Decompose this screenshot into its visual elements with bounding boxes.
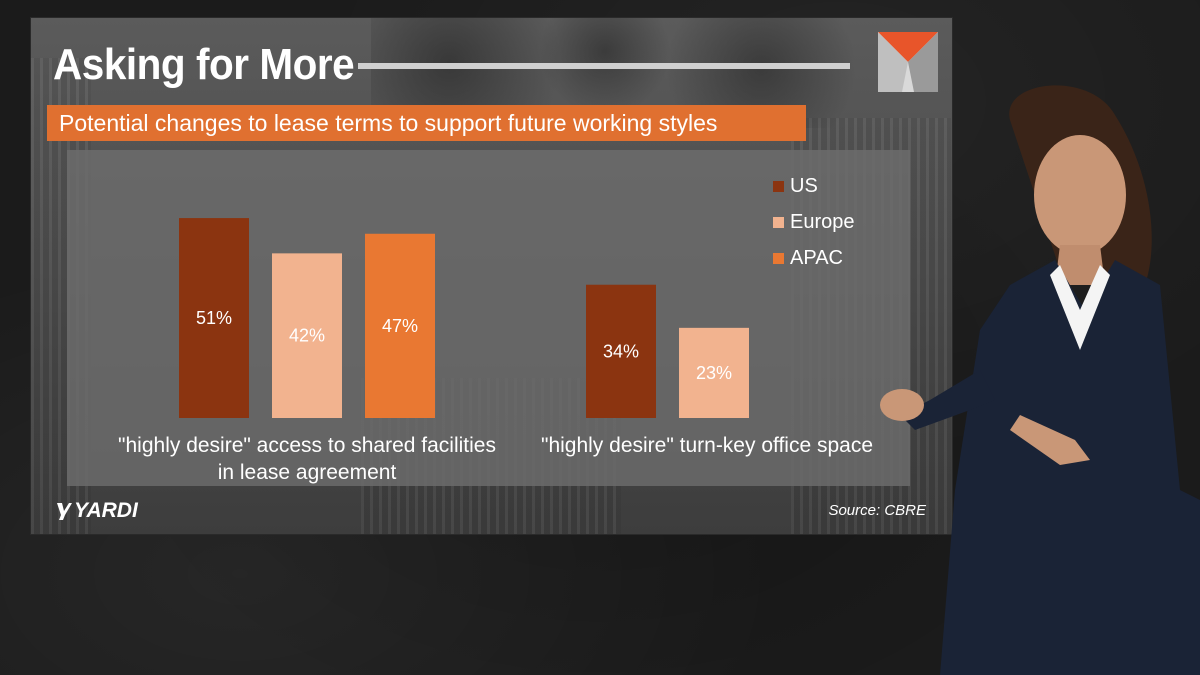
bar-us-0 [179,218,249,418]
category-label-shared-facilities: "highly desire" access to shared facilit… [97,432,517,486]
title-divider [358,63,850,69]
bar-chart: 51% 34% 42% 23% 47% [179,218,749,418]
bar-europe-1 [679,327,749,418]
category-label-turnkey: "highly desire" turn-key office space [517,432,897,459]
bar-apac-0 [365,233,435,418]
brand-name: YARDI [74,499,138,522]
legend-swatch-europe [773,216,784,228]
source-note: Source: CBRE [828,502,926,519]
chart-legend: US Europe APAC [773,168,855,276]
yardi-logo-icon [57,503,72,520]
bar-value-label: 47% [382,316,418,336]
chart-panel: 51% 34% 42% 23% 47% "highly desire" access t… [67,150,910,486]
category-label-line: "highly desire" access to shared facilit… [118,434,496,457]
slide-title: Asking for More [53,40,355,89]
bar-value-label: 42% [289,326,325,346]
legend-label-apac: APAC [790,246,843,269]
presenter [880,85,1200,675]
legend-item-europe: Europe [773,204,855,240]
legend-label-europe: Europe [790,210,855,233]
bar-value-label: 34% [603,341,639,361]
legend-item-apac: APAC [773,240,855,276]
bar-value-label: 23% [696,363,732,383]
category-label-line: "highly desire" turn-key office space [540,434,874,457]
legend-label-us: US [790,174,818,197]
slide-subtitle: Potential changes to lease terms to supp… [59,110,718,136]
legend-item-us: US [773,168,855,204]
category-label-line: in lease agreement [217,461,397,484]
brand-logo: YARDI [56,499,138,523]
bar-europe-0 [272,253,342,418]
subtitle-bar [47,105,806,141]
slide-screen: Asking for More Potential changes to lea… [31,18,952,534]
corner-logo-icon [878,32,938,92]
bar-us-1 [586,284,656,418]
legend-swatch-apac [773,252,784,264]
bar-value-label: 51% [196,308,232,328]
legend-swatch-us [773,180,784,192]
